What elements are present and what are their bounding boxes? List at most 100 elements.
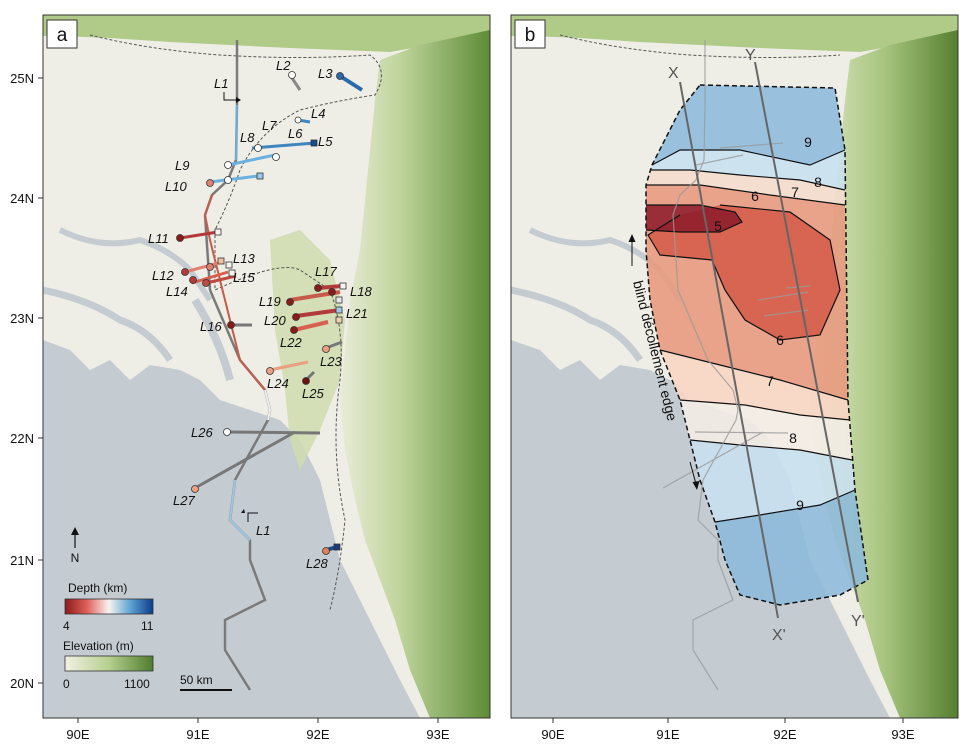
profile-segment <box>338 74 364 92</box>
profile-label: L8 <box>240 130 255 145</box>
section-line-y <box>754 61 859 603</box>
profile-endpoints <box>176 71 347 555</box>
section-label-y: Y <box>745 47 756 64</box>
lat-tick-label: 20N <box>10 676 34 691</box>
panel-b-label: b <box>525 25 536 46</box>
profile-label: L7 <box>262 118 277 133</box>
elevation-legend-min: 0 <box>63 677 70 691</box>
profile-label: L15 <box>233 270 255 285</box>
contour-label: 7 <box>766 373 774 389</box>
profile-label-l1-bottom: L1 <box>256 523 270 538</box>
northern-hills <box>511 15 958 52</box>
profile-label: L10 <box>165 179 187 194</box>
profile-label: L9 <box>175 158 189 173</box>
panel-a-label: a <box>57 25 68 46</box>
elevation-colorbar <box>64 655 154 672</box>
faint-profile-lines <box>662 40 811 691</box>
profile-label: L5 <box>318 134 333 149</box>
profile-label: L12 <box>152 268 174 283</box>
panel-b-frame <box>510 14 959 719</box>
panel-a-map: a L1 L2 L3 L4 L5 L6 L7 L8 L9 L10 L11 L12… <box>42 14 491 719</box>
profile-label: L28 <box>306 556 328 571</box>
profile-label: L17 <box>315 264 337 279</box>
profile-label: L16 <box>200 319 222 334</box>
profile-segment <box>226 430 321 435</box>
section-line-x <box>679 81 779 619</box>
profile-segment <box>293 320 329 332</box>
profile-label: L19 <box>259 294 281 309</box>
panel-b-map: b X Y X' Y' 9 8 7 6 5 6 7 8 9 blind déco… <box>510 14 959 719</box>
river <box>511 286 643 362</box>
edge-arrow-up-head-icon <box>628 234 636 242</box>
profile-segment <box>184 260 223 274</box>
lon-tick-label: 93E <box>891 727 914 742</box>
lon-tick-label: 92E <box>306 727 329 742</box>
contour-label: 8 <box>789 430 797 446</box>
profile-segment <box>191 270 229 285</box>
north-arrow-head-icon <box>71 527 79 535</box>
profile-segment <box>317 284 343 290</box>
profile-segment <box>290 77 302 91</box>
river <box>191 297 234 381</box>
line-l1-lightblue-segment <box>228 479 251 541</box>
contour-label: 7 <box>791 184 799 200</box>
lon-tick-label: 90E <box>66 727 89 742</box>
depth-legend-max: 11 <box>141 619 154 633</box>
profile-label: L25 <box>302 386 324 401</box>
contour-label: 6 <box>751 188 759 204</box>
profile-segment <box>295 308 341 318</box>
profile-segment <box>209 174 259 184</box>
profile-segment <box>251 141 316 150</box>
axis-labels: 90E 91E 92E 93E 90E 91E 92E 93E 25N 24N … <box>10 71 915 742</box>
line-l1-blue-segment <box>235 104 238 161</box>
profile-label: L13 <box>233 251 255 266</box>
axis-ticks <box>38 77 904 723</box>
study-region-outline <box>645 84 869 606</box>
panel-b-label-box <box>514 19 546 49</box>
river <box>58 227 213 302</box>
line-l1-red-segment <box>203 194 266 391</box>
profile-label-l1-top: L1 <box>214 76 228 91</box>
profile-label: L11 <box>148 231 169 246</box>
depth-legend-title: Depth (km) <box>68 581 127 595</box>
lon-tick-label: 90E <box>541 727 564 742</box>
lat-tick-label: 24N <box>10 191 34 206</box>
profile-label: L6 <box>288 126 303 141</box>
lat-tick-label: 23N <box>10 311 34 326</box>
lat-tick-label: 22N <box>10 431 34 446</box>
l1-direction-arrow-bottom-head <box>241 509 245 513</box>
line-l1-white-segment <box>264 389 272 421</box>
profile-label: L24 <box>267 376 289 391</box>
country-border <box>89 34 382 611</box>
profile-label: L21 <box>346 306 368 321</box>
lon-tick-label: 91E <box>656 727 679 742</box>
country-border <box>559 34 841 58</box>
contour-labels: 9 8 7 6 5 6 7 8 9 <box>714 134 822 513</box>
edge-arrow-down-head-icon <box>692 481 700 490</box>
lon-tick-label: 92E <box>773 727 796 742</box>
depth-contour-bands <box>646 85 868 605</box>
l1-direction-arrow-top-head <box>236 97 241 103</box>
elevation-legend-title: Elevation (m) <box>63 639 134 653</box>
profile-segment <box>269 360 309 372</box>
contour-label: 9 <box>804 134 812 150</box>
section-label-x-prime: X' <box>772 627 786 644</box>
contour-label: 6 <box>776 332 784 348</box>
profile-segment <box>179 230 219 240</box>
elevation-legend-max: 1100 <box>124 677 150 691</box>
profile-label: L2 <box>276 58 291 73</box>
profile-segment <box>205 274 237 285</box>
contour-label: 8 <box>814 174 822 190</box>
depth-colorbar <box>64 598 154 615</box>
panel-a-frame <box>42 14 491 719</box>
profile-label: L23 <box>320 354 342 369</box>
section-label-x: X <box>668 65 679 82</box>
panel-a-label-box <box>46 19 78 49</box>
lon-tick-label: 91E <box>186 727 209 742</box>
profile-label: L14 <box>166 284 188 299</box>
section-label-y-prime: Y' <box>851 613 865 630</box>
edge-arrow-down-icon <box>689 461 697 485</box>
profile-segment <box>194 430 296 490</box>
